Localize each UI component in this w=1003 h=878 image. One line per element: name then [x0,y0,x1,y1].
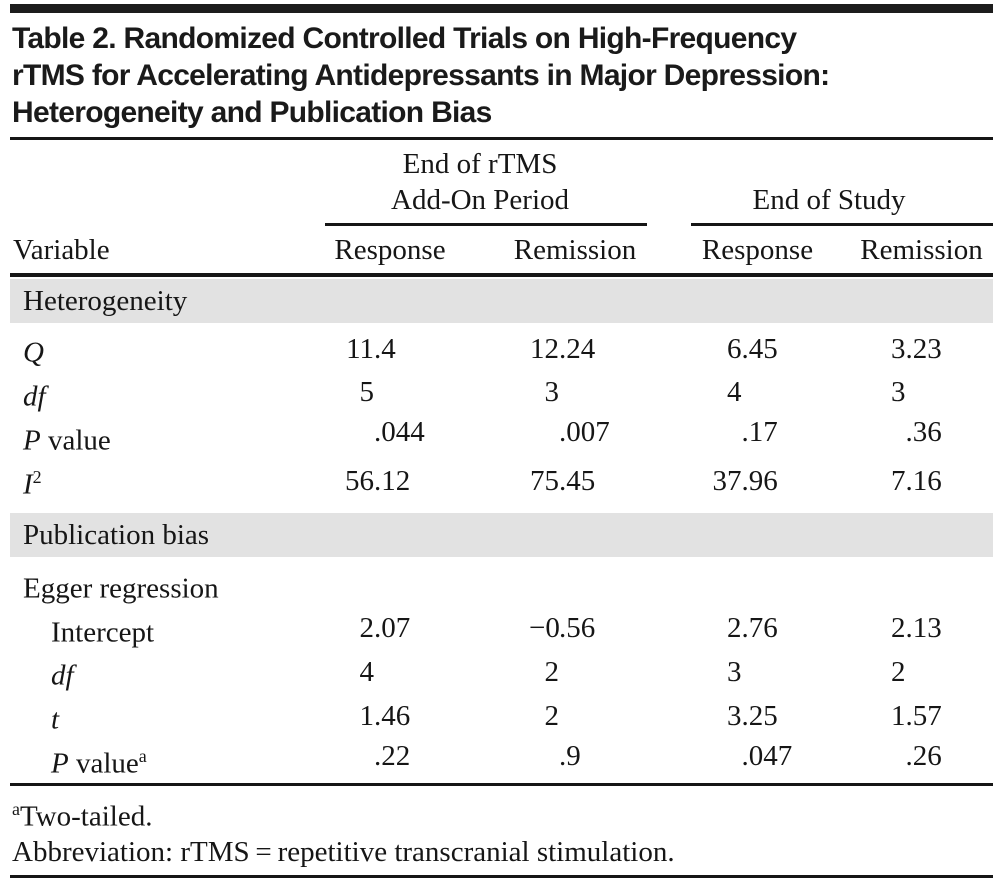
value-cell: 2 [544,656,560,689]
column-header-row: Variable Response Remission Response Rem… [10,226,994,277]
group-underline [691,223,994,226]
col-group-end-of-study: End of Study [665,140,994,226]
table-row: Q 11.4 12.24 6.45 3.23 [10,327,993,371]
value-cell: 3.25 [727,699,778,732]
value-cell: 1.57 [891,699,942,732]
row-label: P valuea [10,738,295,786]
table-row: I2 56.12 75.45 37.96 7.16 [10,459,993,503]
table-row: df 5 3 4 3 [10,371,993,415]
value-cell: .17 [741,416,778,449]
value-cell: .36 [905,416,942,449]
value-cell: 5 [359,376,375,409]
footnote-two-tailed: aTwo-tailed. [12,798,153,833]
value-cell: .9 [485,738,666,786]
value-cell: .007 [559,416,610,449]
column-header-remission-study: Remission [850,226,994,277]
row-label: t [51,703,60,736]
results-table: End of rTMS Add-On Period End of Study V… [10,140,994,786]
column-header-variable: Variable [10,226,295,277]
row-label: Egger regression [23,572,219,605]
value-cell: 56.12 [345,465,411,498]
col-group-study-label: End of Study [752,184,906,216]
section-row-publication-bias: Publication bias [10,502,994,563]
row-label: P value [23,424,111,457]
value-cell: 7.16 [891,465,942,498]
section-header: Publication bias [10,502,994,563]
value-cell: .26 [850,738,994,786]
value-cell: 37.96 [712,465,778,498]
row-label: Intercept [51,616,155,649]
value-cell: 3.23 [891,332,942,365]
value-cell: 75.45 [530,465,596,498]
value-cell: 2.76 [727,612,778,645]
col-group-addon-period: End of rTMS Add-On Period [295,140,665,226]
column-header-remission-addon: Remission [485,226,666,277]
value-cell: 12.24 [530,332,596,365]
group-underline [325,223,648,226]
col-group-addon-label: End of rTMS Add-On Period [391,148,570,216]
value-cell: −0.56 [529,612,596,645]
table-row: P valuea .22 .9 .047 .26 [10,738,994,786]
value-cell: 4 [727,376,742,409]
value-cell [295,563,485,607]
table-row: Egger regression [10,563,993,607]
row-label: df [51,659,74,692]
footnote-marker: a [12,798,20,819]
spacer-cell [10,140,295,226]
value-cell: .044 [374,416,425,449]
value-cell: 1.46 [359,699,411,732]
value-cell: .047 [665,738,851,786]
value-cell [485,563,665,607]
table-row: Intercept 2.07 −0.56 2.76 2.13 [10,607,993,651]
table-row: df 4 2 3 2 [10,650,993,694]
title-line: rTMS for Accelerating Antidepressants in… [12,59,830,92]
section-row-heterogeneity: Heterogeneity [10,277,994,327]
table-row: t 1.46 2 3.25 1.57 [10,694,993,738]
table-figure: Table 2. Randomized Controlled Trials on… [10,4,994,878]
table-row: P value .044 .007 .17 .36 [10,414,993,459]
row-label: df [23,380,46,413]
footnotes: aTwo-tailed. Abbreviation: rTMS = repeti… [10,786,993,871]
value-cell: 2 [891,656,906,689]
value-cell: .22 [295,738,485,786]
value-cell: 2 [544,699,560,732]
value-cell: 2.07 [359,612,411,645]
row-label: I2 [23,467,42,501]
value-cell [850,563,993,607]
row-label: Q [23,336,44,369]
title-rule [10,137,993,140]
value-cell: 11.4 [346,332,396,365]
title-line: Table 2. Randomized Controlled Trials on… [12,22,797,55]
top-rule [10,4,993,13]
value-cell: 3 [727,656,742,689]
title-line: Heterogeneity and Publication Bias [12,96,492,129]
footnote-abbreviation: Abbreviation: rTMS = repetitive transcra… [12,836,675,869]
table-title: Table 2. Randomized Controlled Trials on… [10,13,993,137]
value-cell: 6.45 [727,332,778,365]
value-cell: 3 [891,376,906,409]
column-group-row: End of rTMS Add-On Period End of Study [10,140,994,226]
value-cell: 4 [359,656,375,689]
section-header: Heterogeneity [10,277,994,327]
value-cell: 3 [544,376,560,409]
column-header-response-addon: Response [295,226,485,277]
value-cell: 2.13 [891,612,942,645]
value-cell [665,563,850,607]
column-header-response-study: Response [665,226,851,277]
